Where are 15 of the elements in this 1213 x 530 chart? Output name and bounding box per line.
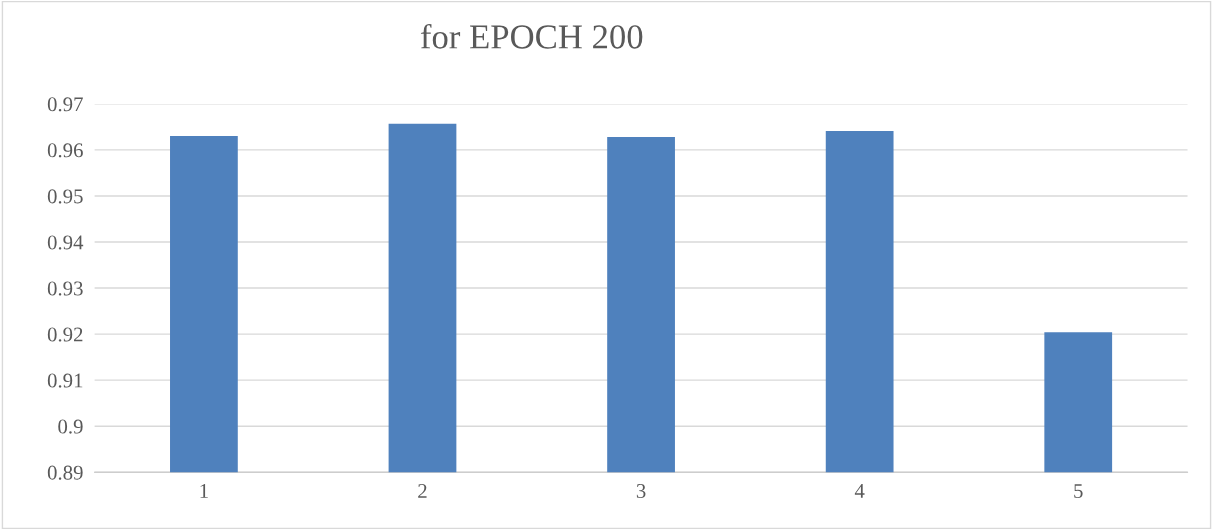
chart-title: for EPOCH 200 xyxy=(420,23,643,49)
x-tick-label: 3 xyxy=(636,484,646,498)
y-tick-label: 0.97 xyxy=(47,97,83,112)
x-tick-label: 5 xyxy=(1074,484,1083,498)
x-tick-label: 4 xyxy=(854,484,865,498)
y-tick-label: 0.95 xyxy=(47,189,83,204)
x-tick-label: 2 xyxy=(418,484,427,498)
y-tick-label: 0.91 xyxy=(47,373,83,388)
y-tick-label: 0.96 xyxy=(47,143,83,158)
y-tick-label: 0.89 xyxy=(47,465,83,480)
y-tick-label: 0.92 xyxy=(47,327,83,342)
y-tick-label: 0.93 xyxy=(47,281,83,296)
y-tick-label: 0.94 xyxy=(47,235,84,250)
y-tick-label: 0.9 xyxy=(58,419,83,434)
x-tick-label: 1 xyxy=(200,484,208,498)
